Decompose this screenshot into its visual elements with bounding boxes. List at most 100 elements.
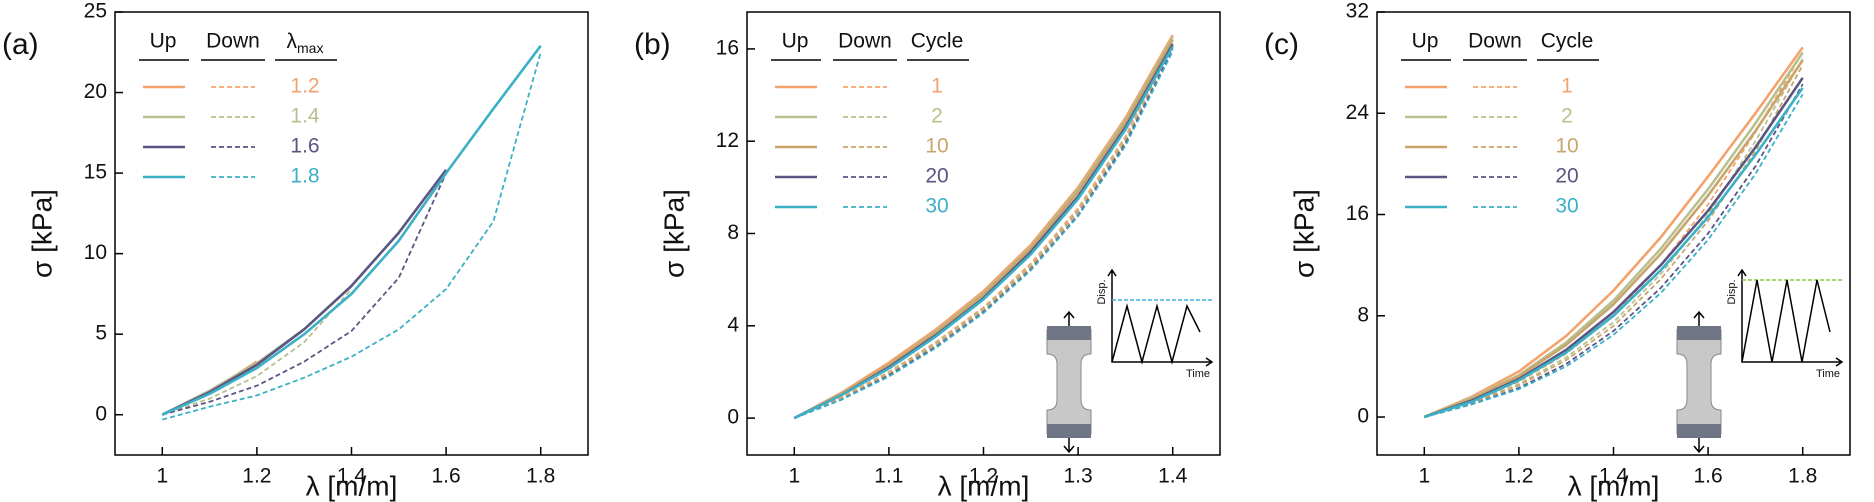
x-tick-label: 1.2 bbox=[969, 465, 998, 488]
arrow-up bbox=[1693, 310, 1705, 326]
legend-label: 1.8 bbox=[290, 165, 319, 188]
legend-header: Down bbox=[1468, 30, 1522, 53]
y-tick-label: 20 bbox=[84, 80, 107, 103]
x-tick-label: 1 bbox=[156, 465, 168, 488]
inset-wave bbox=[1111, 303, 1201, 365]
x-tick-label: 1.4 bbox=[337, 465, 367, 488]
y-tick-label: 8 bbox=[1357, 303, 1369, 326]
arrow-down bbox=[1693, 438, 1705, 454]
specimen bbox=[1046, 329, 1092, 435]
y-tick-label: 16 bbox=[716, 36, 739, 59]
unloading-curve bbox=[793, 50, 1174, 419]
panel-label: (c) bbox=[1264, 28, 1299, 61]
loading-curve bbox=[1423, 46, 1804, 419]
legend-label: 30 bbox=[925, 195, 948, 218]
arrow-down bbox=[1063, 438, 1075, 454]
loading-curve bbox=[1423, 77, 1804, 419]
legend-label: 1.4 bbox=[290, 105, 320, 128]
loading-curve bbox=[793, 45, 1174, 420]
x-tick-label: 1.4 bbox=[1599, 465, 1629, 488]
unloading-curve bbox=[162, 172, 447, 416]
x-tick-label: 1 bbox=[1418, 465, 1430, 488]
legend-header: λmax bbox=[287, 30, 324, 56]
inset-y-label: Disp. bbox=[1726, 279, 1738, 304]
y-tick-label: 15 bbox=[84, 161, 107, 184]
loading-curve bbox=[1423, 59, 1804, 419]
inset-y-label: Disp. bbox=[1096, 279, 1108, 304]
x-axis-title: λ [m/m] bbox=[1568, 470, 1660, 501]
y-axis-title: σ [kPa] bbox=[26, 189, 57, 278]
y-tick-label: 12 bbox=[716, 129, 739, 152]
legend-header: Up bbox=[1412, 30, 1439, 53]
inset-x-label: Time bbox=[1186, 368, 1210, 380]
x-tick-label: 1 bbox=[788, 465, 800, 488]
legend-label: 1 bbox=[1561, 75, 1573, 98]
grip-bottom bbox=[1677, 424, 1721, 438]
panel-label: (b) bbox=[634, 28, 671, 61]
legend-header: Cycle bbox=[1541, 30, 1594, 53]
plot-frame bbox=[1376, 11, 1851, 456]
legend-label: 10 bbox=[925, 135, 948, 158]
plot-frame bbox=[746, 11, 1221, 456]
x-axis-title: λ [m/m] bbox=[938, 470, 1030, 501]
y-tick-label: 0 bbox=[727, 406, 739, 429]
legend-label: 10 bbox=[1555, 135, 1578, 158]
y-tick-label: 32 bbox=[1346, 0, 1369, 23]
unloading-curve bbox=[1424, 83, 1804, 418]
y-tick-label: 25 bbox=[84, 0, 107, 23]
x-tick-label: 1.3 bbox=[1063, 465, 1092, 488]
grip-bottom bbox=[1047, 424, 1091, 438]
loading-curve bbox=[1423, 87, 1804, 419]
unloading-curve bbox=[1424, 64, 1804, 418]
loading-curve bbox=[161, 45, 542, 416]
y-axis-title: σ [kPa] bbox=[658, 189, 689, 278]
y-tick-label: 10 bbox=[84, 241, 107, 264]
panel: (a) σ [kPa] λ [m/m] 1 1.2 1.4 1.6 1.8 0 5 10 15 20 25… bbox=[2, 0, 589, 501]
y-tick-label: 0 bbox=[1357, 405, 1369, 428]
legend-label: 1.2 bbox=[290, 75, 319, 98]
unloading-curve bbox=[793, 43, 1174, 419]
legend-header: Cycle bbox=[911, 30, 964, 53]
x-tick-label: 1.8 bbox=[1788, 465, 1817, 488]
arrow-up bbox=[1063, 310, 1075, 326]
legend-header: Down bbox=[206, 30, 260, 53]
y-tick-label: 8 bbox=[727, 221, 739, 244]
y-axis-title: σ [kPa] bbox=[1288, 189, 1319, 278]
panel: (c) σ [kPa] λ [m/m] 1 1.2 1.4 1.6 1.8 0 8 16 24 32 Up… bbox=[1264, 0, 1851, 501]
loading-curve bbox=[793, 36, 1174, 420]
inset-wave bbox=[1741, 279, 1831, 363]
legend-label: 1 bbox=[931, 75, 943, 98]
legend-header: Up bbox=[150, 30, 177, 53]
inset-x-label: Time bbox=[1816, 368, 1840, 380]
legend-label: 2 bbox=[931, 105, 943, 128]
y-tick-label: 16 bbox=[1346, 202, 1369, 225]
x-tick-label: 1.2 bbox=[1504, 465, 1533, 488]
unloading-curve bbox=[1424, 58, 1804, 418]
x-tick-label: 1.6 bbox=[431, 465, 460, 488]
legend-header: Down bbox=[838, 30, 892, 53]
plot-frame bbox=[114, 11, 589, 456]
y-tick-label: 5 bbox=[95, 322, 107, 345]
unloading-curve bbox=[162, 288, 353, 416]
grip-top bbox=[1677, 326, 1721, 340]
x-tick-label: 1.8 bbox=[526, 465, 555, 488]
panel-label: (a) bbox=[2, 28, 39, 61]
loading-curve bbox=[793, 34, 1174, 420]
grip-top bbox=[1047, 326, 1091, 340]
x-tick-label: 1.1 bbox=[874, 465, 903, 488]
loading-curve bbox=[161, 169, 448, 416]
x-axis-title: λ [m/m] bbox=[306, 470, 398, 501]
x-tick-label: 1.6 bbox=[1693, 465, 1722, 488]
legend-header: Up bbox=[782, 30, 809, 53]
unloading-curve bbox=[1424, 93, 1804, 418]
x-tick-label: 1.2 bbox=[242, 465, 271, 488]
y-tick-label: 24 bbox=[1346, 101, 1370, 124]
y-tick-label: 4 bbox=[727, 313, 739, 336]
unloading-curve bbox=[162, 52, 542, 421]
legend-label: 2 bbox=[1561, 105, 1573, 128]
y-tick-label: 0 bbox=[95, 402, 107, 425]
specimen bbox=[1676, 329, 1722, 435]
legend-label: 1.6 bbox=[290, 135, 319, 158]
